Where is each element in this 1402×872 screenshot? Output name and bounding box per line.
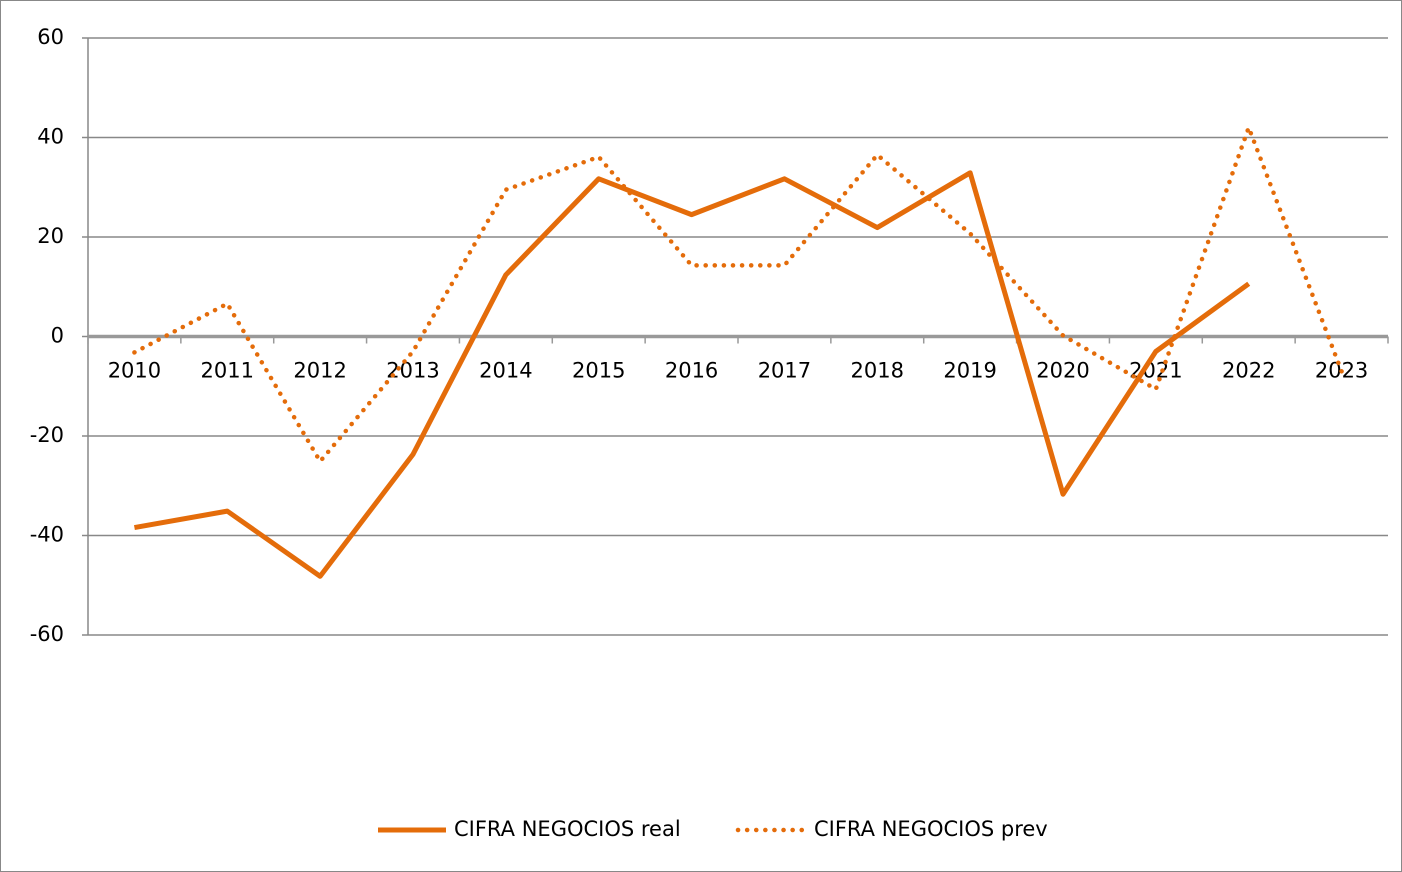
series-line [133,170,1251,579]
y-tick-label: 60 [37,25,64,49]
x-tick-label: 2011 [201,359,254,383]
series-line [132,125,1344,464]
legend-label: CIFRA NEGOCIOS real [454,817,681,841]
x-tick-label: 2017 [758,359,811,383]
legend-label: CIFRA NEGOCIOS prev [814,817,1048,841]
x-tick-label: 2020 [1036,359,1089,383]
x-tick-label: 2022 [1222,359,1275,383]
y-tick-label: 40 [37,125,64,149]
y-tick-label: -20 [30,423,64,447]
x-tick-label: 2016 [665,359,718,383]
x-tick-label: 2012 [293,359,346,383]
x-tick-label: 2018 [851,359,904,383]
x-tick-label: 2014 [479,359,532,383]
y-tick-label: -60 [30,622,64,646]
x-tick-label: 2013 [386,359,439,383]
x-tick-label: 2019 [943,359,996,383]
y-tick-label: 0 [51,324,64,348]
y-tick-label: -40 [30,523,64,547]
x-tick-label: 2010 [108,359,161,383]
y-tick-label: 20 [37,224,64,248]
x-tick-label: 2015 [572,359,625,383]
